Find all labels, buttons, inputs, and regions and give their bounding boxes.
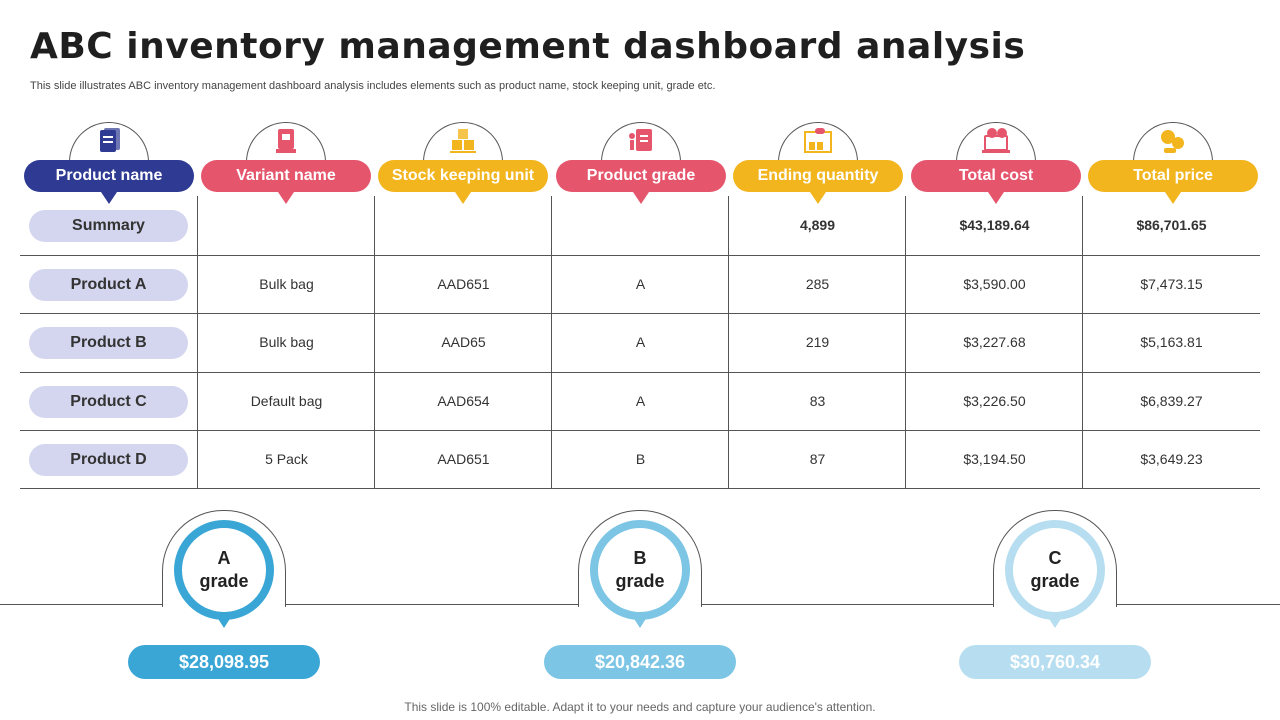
column-header-label: Stock keeping unit xyxy=(378,160,548,192)
grade-letter: C xyxy=(1048,548,1062,568)
table-cell: $7,473.15 xyxy=(1140,276,1203,292)
grade-letter: A xyxy=(217,548,231,568)
table-cell: Bulk bag xyxy=(259,276,314,292)
table-cell: $5,163.81 xyxy=(1140,334,1203,350)
column-header-label: Variant name xyxy=(201,160,371,192)
table-cell: Bulk bag xyxy=(259,334,314,350)
table-divider xyxy=(20,255,1260,256)
table-cell: $3,226.50 xyxy=(963,393,1026,409)
table-cell xyxy=(198,196,375,254)
header-pointer xyxy=(278,192,294,204)
row-label: Summary xyxy=(29,210,188,242)
grade-word: grade xyxy=(1030,571,1080,591)
table-cell: $6,839.27 xyxy=(1140,393,1203,409)
table-divider xyxy=(905,196,906,488)
column-header-label: Product grade xyxy=(556,160,726,192)
column-header: Total price xyxy=(1088,120,1258,210)
page-subtitle: This slide illustrates ABC inventory man… xyxy=(30,80,716,92)
grade-word: grade xyxy=(615,571,665,591)
header-pointer xyxy=(988,192,1004,204)
column-header-label: Total price xyxy=(1088,160,1258,192)
inventory-shelf-icon xyxy=(801,126,835,156)
table-cell: AAD65 xyxy=(441,334,486,350)
table-cell xyxy=(552,196,729,254)
package-icon xyxy=(269,126,303,156)
table-divider xyxy=(20,313,1260,314)
table-cell: $3,649.23 xyxy=(1140,451,1203,467)
table-divider xyxy=(728,196,729,488)
coins-icon xyxy=(1156,126,1190,156)
table-cell: 285 xyxy=(805,276,830,292)
table-cell: $3,194.50 xyxy=(963,451,1026,467)
column-header: Variant name xyxy=(201,120,371,210)
column-header: Total cost xyxy=(911,120,1081,210)
table-cell: 5 Pack xyxy=(265,451,308,467)
table-cell: 87 xyxy=(809,451,826,467)
row-label: Product D xyxy=(29,444,188,476)
table-cell: AAD651 xyxy=(437,451,490,467)
header-pointer xyxy=(1165,192,1181,204)
document-stack-icon xyxy=(92,126,126,156)
row-label: Product C xyxy=(29,386,188,418)
table-cell: A xyxy=(635,393,646,409)
table-divider xyxy=(20,488,1260,489)
warehouse-boxes-icon xyxy=(446,126,480,156)
table-divider xyxy=(20,430,1260,431)
grade-pointer xyxy=(215,614,233,628)
table-cell: B xyxy=(635,451,646,467)
column-header: Stock keeping unit xyxy=(378,120,548,210)
header-pointer xyxy=(101,192,117,204)
grade-pointer xyxy=(1046,614,1064,628)
table-cell: 4,899 xyxy=(799,217,836,233)
grade-amount: $30,760.34 xyxy=(959,645,1151,679)
table-cell xyxy=(375,196,552,254)
table-cell: AAD651 xyxy=(437,276,490,292)
row-label: Product B xyxy=(29,327,188,359)
table-cell: $86,701.65 xyxy=(1136,217,1207,233)
header-pointer xyxy=(810,192,826,204)
grade-word: grade xyxy=(199,571,249,591)
column-header: Product name xyxy=(24,120,194,210)
grade-pointer xyxy=(631,614,649,628)
table-cell: 219 xyxy=(805,334,830,350)
footer-note: This slide is 100% editable. Adapt it to… xyxy=(404,700,876,714)
table-divider xyxy=(551,196,552,488)
table-cell: A xyxy=(635,334,646,350)
table-cell: $3,590.00 xyxy=(963,276,1026,292)
column-header: Product grade xyxy=(556,120,726,210)
column-header-label: Ending quantity xyxy=(733,160,903,192)
clipboard-chart-icon xyxy=(624,126,658,156)
column-header: Ending quantity xyxy=(733,120,903,210)
table-divider xyxy=(374,196,375,488)
table-cell: AAD654 xyxy=(437,393,490,409)
page-title: ABC inventory management dashboard analy… xyxy=(30,26,1026,67)
grade-amount: $20,842.36 xyxy=(544,645,736,679)
table-divider xyxy=(1082,196,1083,488)
table-cell: A xyxy=(635,276,646,292)
table-cell: $3,227.68 xyxy=(963,334,1026,350)
laptop-cost-icon xyxy=(979,126,1013,156)
table-cell: $43,189.64 xyxy=(959,217,1030,233)
column-header-label: Total cost xyxy=(911,160,1081,192)
header-pointer xyxy=(455,192,471,204)
grade-amount: $28,098.95 xyxy=(128,645,320,679)
grade-letter: B xyxy=(633,548,647,568)
column-header-label: Product name xyxy=(24,160,194,192)
table-divider xyxy=(20,372,1260,373)
table-divider xyxy=(197,196,198,488)
header-pointer xyxy=(633,192,649,204)
table-cell: Default bag xyxy=(250,393,323,409)
table-cell: 83 xyxy=(809,393,826,409)
row-label: Product A xyxy=(29,269,188,301)
